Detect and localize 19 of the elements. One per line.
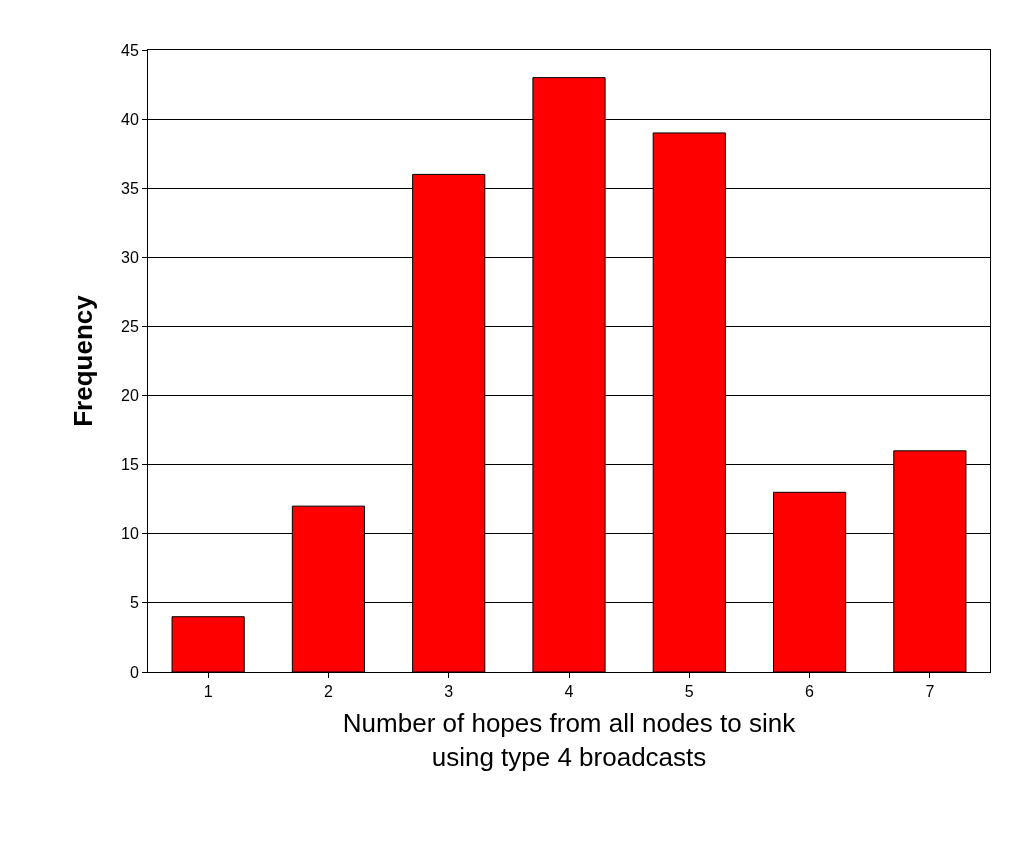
x-tick-label: 2 <box>323 683 333 701</box>
y-tick-label: 20 <box>121 387 139 405</box>
y-tick-label: 35 <box>121 179 139 197</box>
y-tick-label: 40 <box>121 110 139 128</box>
x-axis-title: Number of hopes from all nodes to sink using type 4 broadcasts <box>342 707 797 772</box>
y-tick-label: 15 <box>121 456 139 474</box>
y-tick-label: 30 <box>121 248 139 266</box>
x-tick-label: 6 <box>805 683 815 701</box>
y-tick-label: 45 <box>121 41 139 59</box>
y-axis-title: Frequency <box>68 294 99 427</box>
x-tick-label: 1 <box>203 683 213 701</box>
y-tick-label: 10 <box>121 525 139 543</box>
x-tick-label: 5 <box>684 683 694 701</box>
y-tick-label: 0 <box>129 663 139 681</box>
y-tick-label: 25 <box>121 318 139 336</box>
y-tick-label: 5 <box>129 594 139 612</box>
x-tick-label: 4 <box>564 683 574 701</box>
x-tick-label: 3 <box>444 683 454 701</box>
x-tick-label: 7 <box>925 683 935 701</box>
